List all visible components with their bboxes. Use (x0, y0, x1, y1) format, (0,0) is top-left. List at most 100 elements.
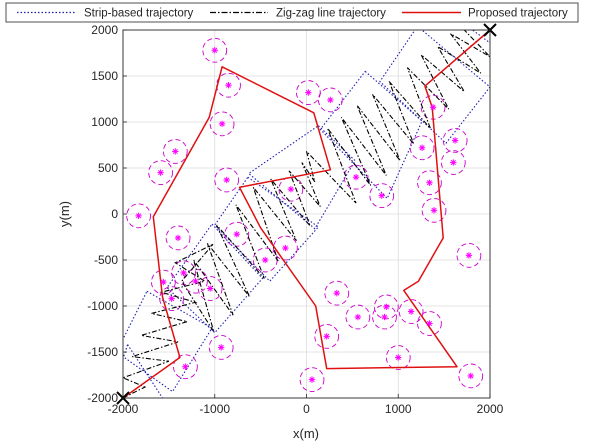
coverage-circle (197, 276, 223, 301)
y-tick-label: 500 (98, 161, 118, 175)
coverage-circle (409, 135, 435, 161)
coverage-circle (224, 221, 250, 247)
coverage-circle (208, 335, 234, 360)
coverage-circle (173, 354, 198, 380)
coverage-circle (345, 304, 371, 330)
ue-marker (218, 120, 226, 128)
coverage-circle (317, 87, 343, 113)
strip-trajectory (123, 30, 490, 398)
ue-marker (426, 179, 433, 186)
zigzag-line (123, 30, 490, 398)
coverage-circle (442, 128, 468, 153)
ue-marker (180, 269, 187, 277)
coverage-circle (458, 363, 484, 389)
coverage-circle (314, 323, 340, 349)
coverage-circle (372, 304, 397, 330)
ue-marker (467, 372, 474, 380)
ue-marker (327, 96, 334, 104)
ue-marker (233, 231, 240, 238)
ue-marker (305, 89, 312, 96)
ue-marker (352, 174, 360, 181)
x-axis-label: x(m) (293, 426, 319, 441)
ue-marker (323, 333, 330, 340)
coverage-circle (295, 80, 321, 105)
ue-marker (172, 148, 179, 155)
x-tick-label: 0 (303, 402, 310, 416)
coverage-circle (324, 280, 350, 306)
coverage-circle (417, 170, 442, 196)
coverage-circle (216, 72, 241, 98)
coverage-circle (183, 268, 208, 294)
x-tick-label: 1000 (385, 402, 412, 416)
coverage-circle (273, 235, 298, 261)
ue-marker (174, 234, 182, 242)
coverage-circle (343, 164, 369, 190)
legend-label-proposed: Proposed trajectory (468, 8, 568, 20)
x-tick-label: -2000 (108, 402, 139, 416)
ue-marker (354, 313, 362, 321)
coverage-circle (165, 225, 191, 251)
y-tick-label: 0 (111, 207, 118, 221)
ue-marker (450, 159, 457, 166)
ue-marker (225, 82, 232, 89)
ue-marker (206, 285, 214, 292)
ue-marker (418, 144, 426, 151)
ue-markers (135, 47, 474, 383)
ue-marker (407, 308, 415, 315)
y-tick-label: 2000 (91, 23, 118, 37)
coverage-circle (421, 197, 447, 223)
legend-label-zigzag: Zig-zag line trajectory (276, 8, 386, 20)
ue-marker (160, 278, 167, 286)
ue-marker (383, 303, 390, 311)
coverage-circle (385, 345, 411, 370)
coverage-circles (126, 37, 484, 392)
legend-label-strip: Strip-based trajectory (84, 8, 194, 20)
coverage-circle (299, 367, 325, 392)
ue-marker (135, 212, 142, 220)
x-tick-label: -1000 (199, 402, 230, 416)
ue-marker (378, 192, 385, 199)
ue-marker (308, 376, 316, 383)
ue-marker (168, 295, 175, 302)
coverage-circle (126, 203, 151, 229)
coverage-circle (456, 243, 482, 268)
ue-marker (426, 320, 433, 327)
proposed-trajectory (122, 29, 491, 399)
ue-marker (395, 354, 402, 361)
ue-marker (287, 185, 295, 193)
ue-marker (211, 47, 218, 54)
legend: Strip-based trajectory Zig-zag line traj… (5, 2, 579, 23)
coverage-circle (440, 150, 466, 175)
y-axis-label: y(m) (57, 201, 72, 227)
strip-rectangle (247, 124, 356, 230)
strip-rectangle (123, 343, 164, 398)
coverage-circle (417, 311, 442, 336)
ue-marker (465, 252, 473, 259)
y-tick-label: -500 (94, 253, 118, 267)
coverage-circle (209, 111, 235, 137)
ue-marker (381, 313, 388, 321)
y-tick-label: -1000 (87, 299, 118, 313)
ue-marker (223, 176, 230, 184)
strip-rectangle (123, 290, 213, 393)
ue-marker (282, 244, 289, 252)
proposed-line (122, 29, 491, 399)
ue-marker (429, 104, 437, 111)
y-tick-label: -2000 (87, 391, 118, 405)
coverage-circle (214, 167, 240, 193)
ue-marker (157, 169, 164, 176)
strip-rectangle (319, 70, 423, 200)
coverage-circle (369, 183, 395, 208)
ue-marker (182, 363, 189, 370)
strip-rectangle (379, 30, 490, 145)
axis-ticks: -2000 -1000 0 1000 2000 -2000 -1500 -1000 -500 0 5… (87, 23, 503, 416)
strip-rectangle (166, 223, 264, 334)
y-tick-label: 1500 (91, 69, 118, 83)
ue-marker (333, 289, 340, 297)
y-tick-label: 1000 (91, 115, 118, 129)
ue-marker (430, 207, 438, 214)
x-tick-label: 2000 (477, 402, 504, 416)
coverage-circle (162, 139, 188, 164)
ue-marker (192, 277, 199, 285)
